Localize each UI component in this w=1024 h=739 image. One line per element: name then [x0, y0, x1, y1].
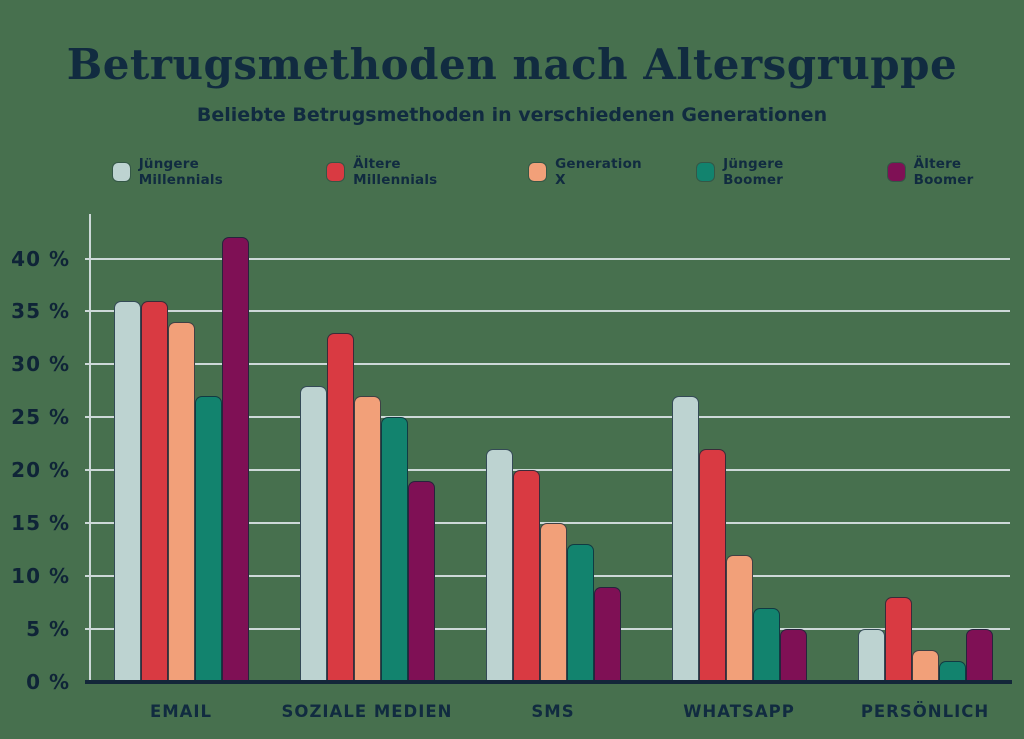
gridline [85, 469, 1010, 472]
x-category-label: SOZIALE MEDIEN [281, 702, 453, 721]
bar-whatsapp-s4 [779, 629, 807, 683]
bar-soziale-medien-s1 [326, 332, 354, 683]
bar-sms-s2 [539, 523, 567, 683]
legend-label: Generation X [555, 156, 642, 188]
x-category-label: PERSÖNLICH [860, 702, 990, 721]
chart-subtitle: Beliebte Betrugsmethoden in verschiedene… [196, 103, 828, 126]
plot-area: 0 % 5 % 10 % 15 % 20 % 25 % 30 % 35 % 40 % EMAIL S… [0, 200, 1024, 739]
bar-email-s1 [140, 300, 168, 683]
legend-swatch-icon [327, 163, 345, 181]
bar-sms-s1 [512, 470, 540, 683]
y-tick-label: 40 % [11, 246, 70, 271]
y-tick-label: 10 % [11, 564, 70, 589]
y-tick-label: 5 % [26, 617, 70, 642]
y-tick-label: 25 % [11, 405, 70, 430]
bar-email-s4 [221, 237, 249, 683]
y-tick-label: 30 % [11, 352, 70, 377]
bar-persönlich-s1 [884, 597, 912, 683]
bar-soziale-medien-s4 [407, 480, 435, 683]
bar-whatsapp-s2 [725, 554, 753, 683]
legend-label: Ältere Boomer [913, 156, 974, 188]
bar-whatsapp-s1 [698, 449, 726, 683]
legend: Jüngere Millennials Ältere Millennials Gen… [113, 156, 1024, 188]
legend-item: Generation X [529, 156, 655, 188]
x-category-label: WHATSAPP [683, 702, 795, 721]
bar-sms-s4 [593, 586, 621, 683]
bar-email-s2 [167, 322, 195, 683]
x-axis-line [85, 680, 1012, 684]
bar-persönlich-s3 [938, 660, 966, 683]
bar-soziale-medien-s2 [353, 396, 381, 683]
legend-label: Jüngere Boomer [723, 156, 784, 188]
chart-title: Betrugsmethoden nach Altersgruppe [66, 40, 958, 90]
x-category-label: SMS [531, 702, 575, 721]
legend-item: Ältere Boomer [887, 156, 1024, 188]
bar-sms-s3 [566, 544, 594, 683]
bar-whatsapp-s3 [752, 607, 780, 683]
gridline [85, 310, 1010, 313]
bar-whatsapp-s0 [671, 396, 699, 683]
legend-swatch-icon [529, 163, 547, 181]
legend-swatch-icon [887, 163, 905, 181]
bar-email-s0 [113, 300, 141, 683]
legend-item: Jüngere Millennials [113, 156, 285, 188]
bar-persönlich-s4 [965, 629, 993, 683]
legend-label: Jüngere Millennials [138, 156, 223, 188]
legend-item: Ältere Millennials [327, 156, 487, 188]
legend-swatch-icon [697, 163, 715, 181]
bar-persönlich-s2 [911, 650, 939, 683]
bar-email-s3 [194, 396, 222, 683]
gridline [85, 257, 1010, 260]
bar-sms-s0 [485, 449, 513, 683]
gridline [85, 363, 1010, 366]
y-axis-line [89, 214, 91, 682]
bar-soziale-medien-s0 [299, 385, 327, 683]
bar-persönlich-s0 [857, 629, 885, 683]
y-tick-label: 35 % [11, 299, 70, 324]
y-tick-label: 20 % [11, 458, 70, 483]
legend-item: Jüngere Boomer [697, 156, 845, 188]
bar-soziale-medien-s3 [380, 417, 408, 683]
y-tick-label: 0 % [26, 670, 70, 694]
legend-swatch-icon [113, 163, 130, 181]
y-tick-label: 15 % [11, 511, 70, 536]
legend-label: Ältere Millennials [353, 156, 438, 188]
x-category-label: EMAIL [149, 702, 213, 721]
gridline [85, 416, 1010, 419]
